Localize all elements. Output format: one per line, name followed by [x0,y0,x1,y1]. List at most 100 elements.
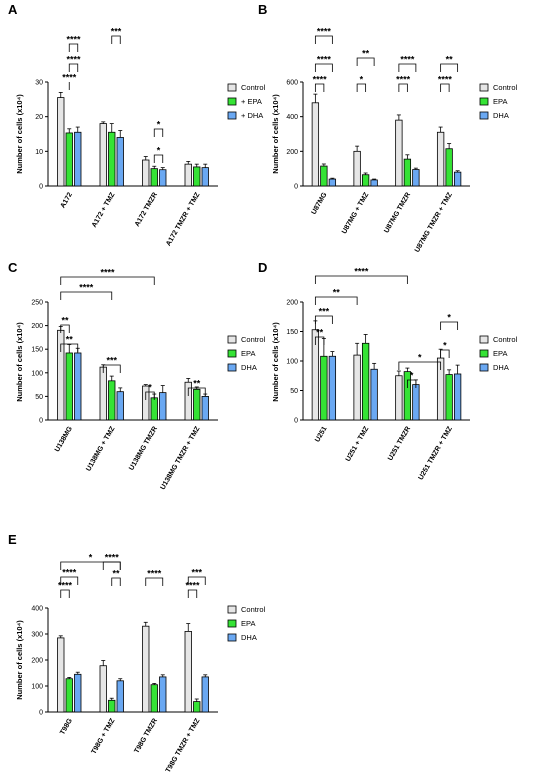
y-tick-label: 10 [35,149,43,156]
legend-label: + EPA [241,97,262,106]
significance-stars: **** [354,267,369,277]
significance-bracket [314,35,333,44]
category-label: U87MG + TMZ [341,191,371,235]
legend-swatch [227,605,237,614]
chart-panel-d: D 0 50 100 150 200 Number of cells (x10⁴) U251 U… [258,260,518,481]
significance-bracket [356,57,375,66]
bar [193,701,201,713]
bar [395,119,403,187]
significance-bracket [440,321,459,330]
bar [65,132,73,187]
bar [116,680,124,713]
significance-stars: **** [400,55,415,65]
significance-stars: **** [66,35,81,45]
bar [320,355,328,421]
bar [159,392,167,421]
significance-stars: * [410,371,414,381]
significance-bracket [314,296,358,305]
y-tick-label: 150 [31,347,43,354]
significance-stars: * [418,353,422,363]
bar [150,168,158,187]
category-label: A172 TMZR + TMZ [165,191,202,248]
y-tick-label: 0 [39,184,43,191]
legend-label: Control [241,83,266,92]
significance-stars: ** [193,379,201,389]
significance-stars: **** [66,55,81,65]
legend-swatch [227,363,237,372]
bar [320,165,328,187]
significance-stars: **** [62,73,77,83]
legend-label: Control [493,335,518,344]
significance-bracket [314,63,333,72]
significance-bracket [187,589,198,598]
significance-stars: **** [105,553,120,563]
significance-stars: ** [316,328,324,338]
bar [353,150,361,187]
bar [403,158,412,187]
legend-swatch [479,349,489,358]
significance-stars: ** [333,288,341,298]
y-axis-label: Number of cells (x10⁴) [15,620,24,700]
significance-bracket [60,291,113,300]
significance-stars: **** [438,75,453,85]
significance-stars: **** [100,268,115,278]
bar [65,352,73,421]
bar [395,375,403,421]
significance-bracket [60,276,155,285]
category-label: U138MG TMZR [128,426,159,472]
significance-stars: **** [317,55,332,65]
legend-label: + DHA [241,111,263,120]
significance-bracket [60,343,79,352]
y-tick-label: 0 [39,418,43,425]
bar [193,388,201,421]
legend-label: DHA [493,363,509,372]
bar [370,368,378,421]
significance-stars: * [157,146,161,156]
bar [201,395,209,421]
bar [361,174,370,187]
legend-label: DHA [493,111,509,120]
y-tick-label: 100 [31,370,43,377]
bar [193,166,201,187]
legend-swatch [479,97,489,106]
category-label: U251 + TMZ [345,425,371,463]
category-label: T98G TMZR [133,718,159,755]
significance-stars: ** [66,335,74,345]
y-tick-label: 300 [31,632,43,639]
significance-stars: * [89,553,93,563]
bar [116,137,124,187]
legend-swatch [479,111,489,120]
significance-stars: ** [362,49,370,59]
significance-stars: * [148,383,152,393]
significance-stars: **** [62,568,77,578]
bar [328,355,337,421]
significance-bracket [145,577,164,586]
y-tick-label: 600 [286,80,298,87]
bar [74,131,82,187]
bar [142,159,150,187]
significance-stars: *** [106,356,117,366]
bar [65,678,73,713]
category-label: U138MG [54,425,74,453]
bar [184,163,192,187]
significance-bracket [314,83,325,92]
legend-label: Control [241,335,266,344]
category-label: U138MG TMZR + TMZ [160,425,202,491]
bar [184,631,192,713]
significance-stars: ** [112,569,120,579]
y-tick-label: 400 [31,606,43,613]
panel-letter: C [8,260,18,275]
y-tick-label: 0 [39,710,43,717]
chart-panel-e: E 0 100 200 300 400 Number of cells (x10⁴) T98G… [8,532,266,774]
category-label: U87MG TMZR [383,192,412,235]
significance-bracket [102,364,121,373]
y-tick-label: 50 [290,388,298,395]
category-label: U251 TMZR [387,426,412,463]
significance-stars: ** [61,316,69,326]
bar [108,380,116,421]
bar [436,131,445,187]
significance-bracket [68,63,79,72]
bar [57,637,65,713]
y-tick-label: 100 [31,684,43,691]
